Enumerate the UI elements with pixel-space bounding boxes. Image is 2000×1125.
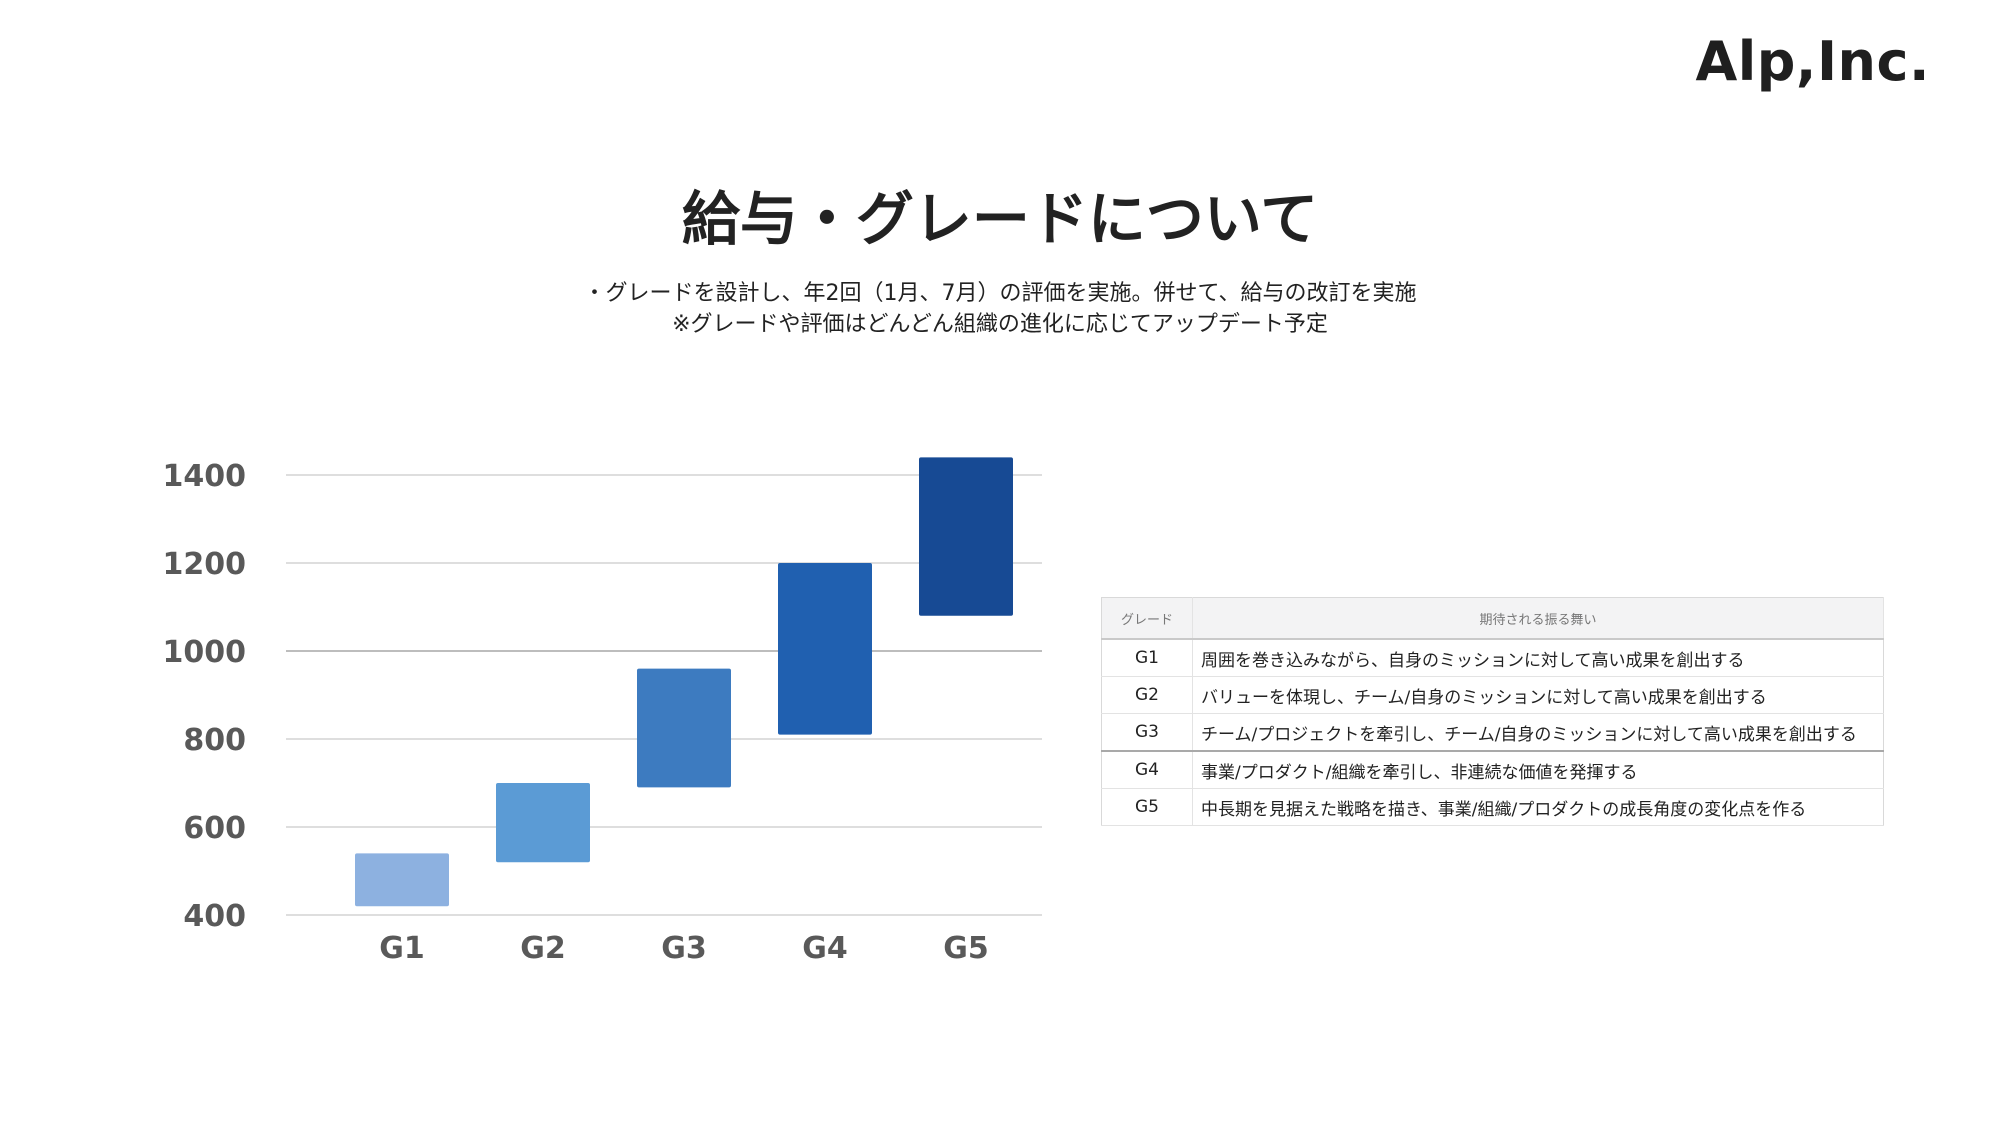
x-tick-label: G4	[802, 931, 848, 966]
grade-cell: G1	[1101, 639, 1193, 677]
bar-g3	[637, 668, 731, 788]
axis-labels: 400 600 800 1000 1200 1400 G1 G2 G3 G4 G5	[163, 459, 989, 966]
grade-table: グレード 期待される振る舞い G1 周囲を巻き込みながら、自身のミッションに対し…	[1101, 597, 1884, 826]
behavior-column-header: 期待される振る舞い	[1192, 597, 1884, 640]
bar-g2	[496, 783, 590, 863]
grade-cell: G4	[1101, 751, 1193, 789]
table-header-row: グレード 期待される振る舞い	[1101, 597, 1884, 640]
bars	[355, 457, 1013, 907]
behavior-cell: 周囲を巻き込みながら、自身のミッションに対して高い成果を創出する	[1192, 639, 1884, 677]
x-tick-label: G1	[379, 931, 425, 966]
grade-column-header: グレード	[1101, 597, 1193, 640]
grade-cell: G5	[1101, 788, 1193, 826]
table-row: G4 事業/プロダクト/組織を牽引し、非連続な価値を発揮する	[1101, 751, 1884, 789]
y-tick-label: 1000	[163, 635, 247, 670]
behavior-cell: バリューを体現し、チーム/自身のミッションに対して高い成果を創出する	[1192, 676, 1884, 714]
behavior-cell: チーム/プロジェクトを牽引し、チーム/自身のミッションに対して高い成果を創出する	[1192, 713, 1884, 752]
table-row: G2 バリューを体現し、チーム/自身のミッションに対して高い成果を創出する	[1101, 676, 1884, 714]
page-title: 給与・グレードについて	[681, 185, 1319, 253]
y-tick-label: 1200	[163, 547, 247, 582]
y-tick-label: 800	[183, 723, 246, 758]
x-tick-label: G2	[520, 931, 566, 966]
grade-salary-chart: 400 600 800 1000 1200 1400 G1 G2 G3 G4 G5	[163, 457, 1042, 966]
x-tick-label: G5	[943, 931, 989, 966]
behavior-cell: 事業/プロダクト/組織を牽引し、非連続な価値を発揮する	[1192, 751, 1884, 789]
bar-g4	[778, 563, 872, 735]
x-tick-label: G3	[661, 931, 707, 966]
y-tick-label: 600	[183, 811, 246, 846]
y-tick-label: 400	[183, 899, 246, 934]
subtitle-line-1: ・グレードを設計し、年2回（1月、7月）の評価を実施。併せて、給与の改訂を実施	[583, 281, 1417, 306]
y-tick-label: 1400	[163, 459, 247, 494]
grade-cell: G2	[1101, 676, 1193, 714]
bar-g1	[355, 853, 449, 907]
grade-cell: G3	[1101, 713, 1193, 752]
page-subtitle: ・グレードを設計し、年2回（1月、7月）の評価を実施。併せて、給与の改訂を実施 …	[0, 278, 2000, 340]
behavior-cell: 中長期を見据えた戦略を描き、事業/組織/プロダクトの成長角度の変化点を作る	[1192, 788, 1884, 826]
table-row: G5 中長期を見据えた戦略を描き、事業/組織/プロダクトの成長角度の変化点を作る	[1101, 788, 1884, 826]
company-logo: Alp,Inc.	[1695, 30, 1930, 93]
bar-g5	[919, 457, 1013, 616]
table-row: G3 チーム/プロジェクトを牽引し、チーム/自身のミッションに対して高い成果を創…	[1101, 713, 1884, 752]
table-row: G1 周囲を巻き込みながら、自身のミッションに対して高い成果を創出する	[1101, 639, 1884, 677]
subtitle-line-2: ※グレードや評価はどんどん組織の進化に応じてアップデート予定	[672, 312, 1328, 337]
